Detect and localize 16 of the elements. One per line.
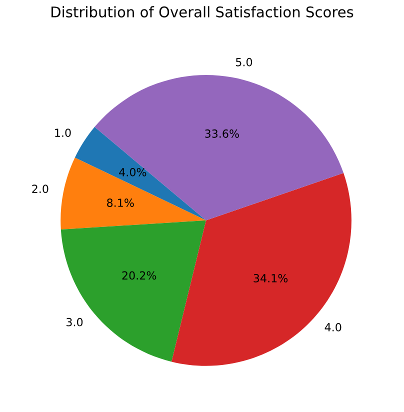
pie-slice: [60, 220, 206, 362]
slice-label: 4.0: [324, 322, 342, 332]
pie-slice: [74, 126, 206, 220]
data-label: 20.2%: [122, 271, 156, 280]
slice-label: 1.0: [55, 128, 71, 137]
slice-label: 2.0: [32, 184, 48, 194]
chart-title: Distribution of Overall Satisfaction Scores: [52, 6, 354, 18]
data-label: 4.0%: [119, 168, 146, 176]
data-label: 33.6%: [205, 129, 239, 138]
data-label: 8.1%: [107, 198, 134, 207]
pie-slice: [172, 172, 352, 366]
pie-slice: [60, 158, 206, 230]
slice-label: 3.0: [66, 318, 83, 326]
pie-slice: [94, 74, 344, 220]
data-label: 34.1%: [254, 274, 288, 282]
slice-label: 5.0: [236, 58, 252, 66]
